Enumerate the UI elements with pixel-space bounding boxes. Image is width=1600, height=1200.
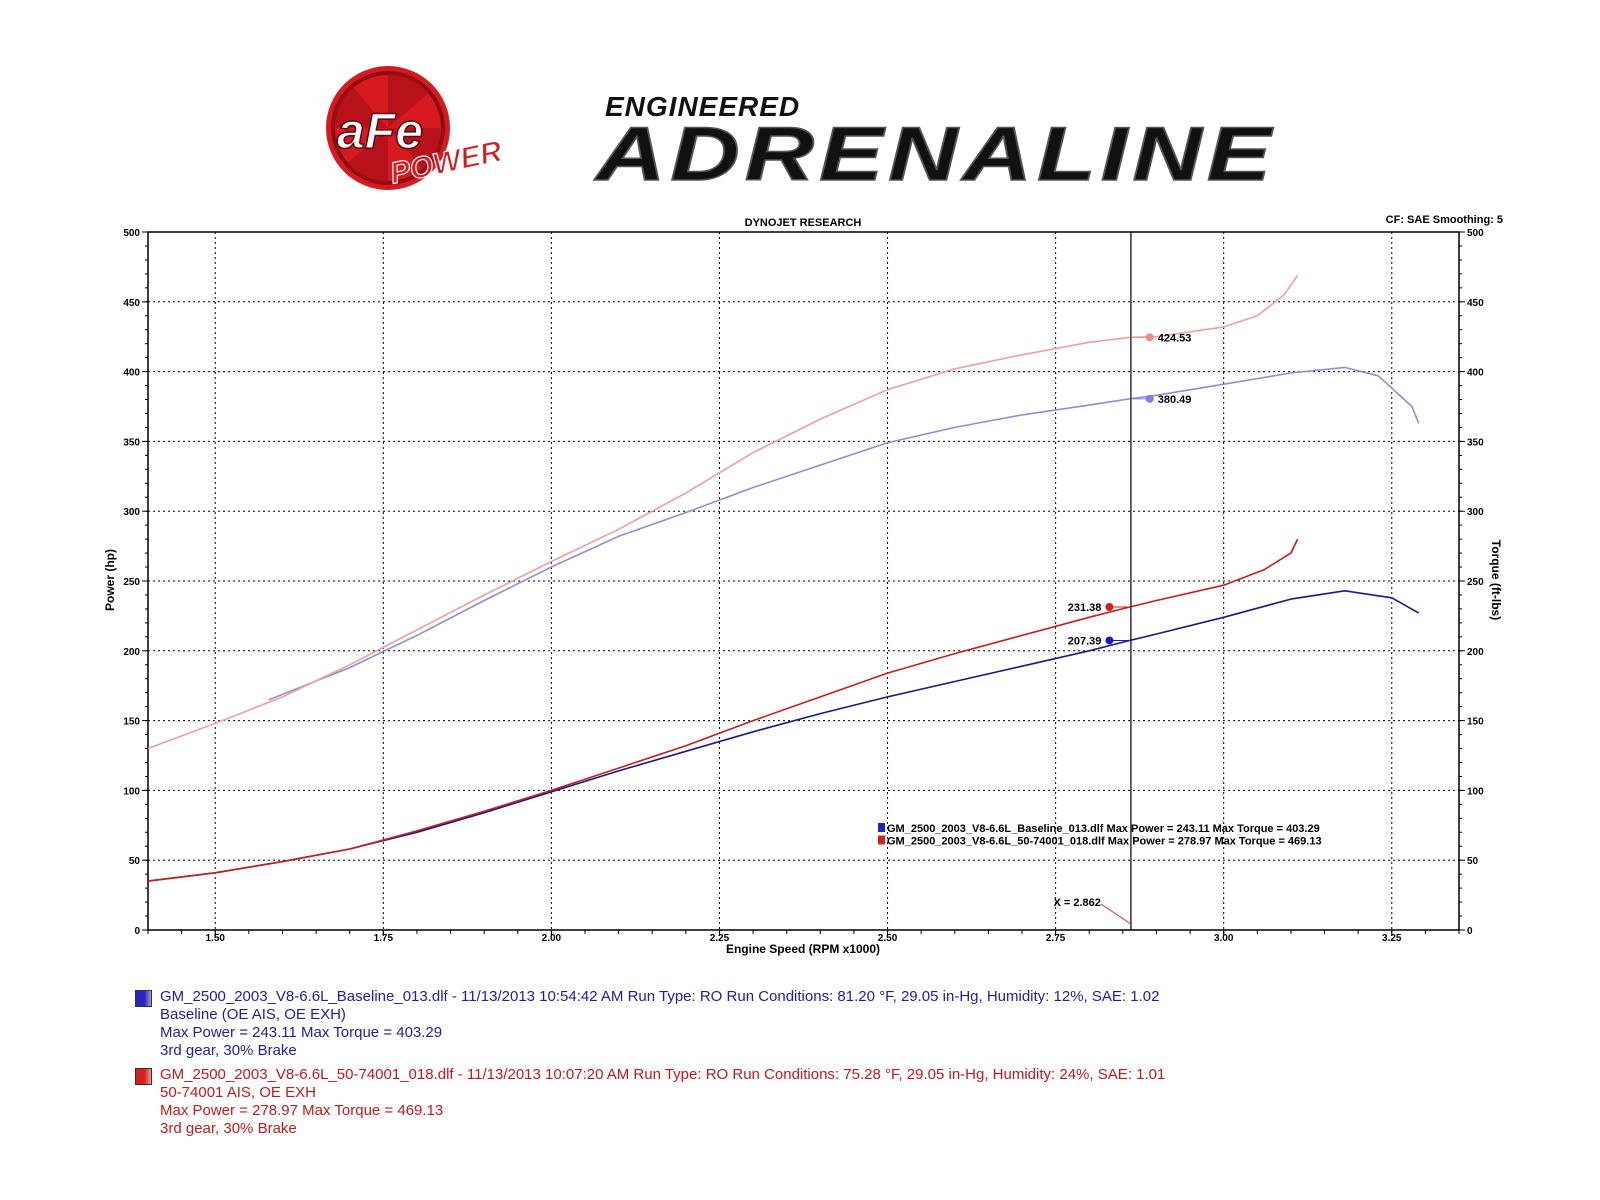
run-50-74001: GM_2500_2003_V8-6.6L_50-74001_018.dlf - … — [135, 1066, 1535, 1138]
inline-legend-text: GM_2500_2003_V8-6.6L_50-74001_018.dlf Ma… — [887, 836, 1322, 848]
y-tick-label: 400 — [123, 368, 140, 379]
run-details: GM_2500_2003_V8-6.6L_Baseline_013.dlf - … — [135, 988, 1535, 1144]
run-header: GM_2500_2003_V8-6.6L_50-74001_018.dlf - … — [160, 1066, 1166, 1083]
run-swatch — [135, 1068, 152, 1085]
tagline-main: ADRENALINE — [593, 112, 1276, 197]
cursor-pointer — [1100, 903, 1132, 925]
tagline-top: ENGINEERED — [605, 91, 800, 122]
grid — [148, 232, 1459, 930]
inline-legend-text: GM_2500_2003_V8-6.6L_Baseline_013.dlf Ma… — [887, 823, 1320, 835]
marker-dot — [1105, 636, 1114, 645]
y2-tick-label: 150 — [1467, 717, 1484, 728]
run-header: GM_2500_2003_V8-6.6L_Baseline_013.dlf - … — [160, 988, 1160, 1005]
logo-text: aFe — [337, 103, 423, 159]
run-description: 50-74001 AIS, OE EXH — [160, 1084, 316, 1101]
marker-dot — [1145, 394, 1154, 403]
marker-label: 231.38 — [1068, 602, 1102, 614]
chart-subtitle: CF: SAE Smoothing: 5 — [1386, 214, 1503, 226]
y2-tick-label: 350 — [1467, 437, 1484, 448]
branding-header: aFe POWER ENGINEERED ADRENALINE — [326, 66, 1276, 198]
y-tick-label: 100 — [123, 786, 140, 797]
y2-tick-label: 200 — [1467, 647, 1484, 658]
run-swatch — [135, 990, 152, 1007]
marker-label: 380.49 — [1158, 394, 1192, 406]
run-gear: 3rd gear, 30% Brake — [160, 1120, 297, 1137]
x-axis-label: Engine Speed (RPM x1000) — [726, 942, 880, 956]
marker-label: 207.39 — [1068, 635, 1102, 647]
y-axis-label: Power (hp) — [103, 549, 117, 611]
inline-legend: GM_2500_2003_V8-6.6L_Baseline_013.dlf Ma… — [878, 823, 1322, 848]
y-axis-ticks: 0 50 100 150 200 250 300 350 400 450 500 — [123, 228, 148, 937]
inline-legend-swatch — [878, 835, 885, 845]
x-axis-ticks: 1.50 1.75 2.00 2.25 2.50 2.75 3.00 3.25 — [205, 930, 1402, 944]
y2-tick-label: 250 — [1467, 577, 1484, 588]
x-tick-label: 2.75 — [1046, 933, 1066, 944]
afe-power-logo: aFe POWER — [326, 66, 506, 191]
engineered-adrenaline-logo: ENGINEERED ADRENALINE — [593, 91, 1276, 198]
y2-tick-label: 0 — [1467, 926, 1473, 937]
torque-curve-run-0 — [268, 366, 1420, 701]
y2-axis-label: Torque (ft-lbs) — [1489, 540, 1503, 620]
run-description: Baseline (OE AIS, OE EXH) — [160, 1006, 346, 1023]
y-tick-label: 150 — [123, 717, 140, 728]
y-tick-label: 50 — [129, 856, 141, 867]
x-tick-label: 1.50 — [205, 933, 225, 944]
y2-tick-label: 300 — [1467, 507, 1484, 518]
y-tick-label: 450 — [123, 298, 140, 309]
y2-tick-label: 450 — [1467, 298, 1484, 309]
series-group — [147, 274, 1420, 882]
cursor: X = 2.862 — [1054, 232, 1132, 930]
run-max-values: Max Power = 243.11 Max Torque = 403.29 — [160, 1024, 443, 1041]
x-tick-label: 3.25 — [1382, 933, 1402, 944]
y-tick-label: 200 — [123, 647, 140, 658]
run-baseline: GM_2500_2003_V8-6.6L_Baseline_013.dlf - … — [135, 988, 1535, 1060]
x-tick-label: 3.00 — [1214, 933, 1234, 944]
y2-tick-label: 400 — [1467, 368, 1484, 379]
power-curve-run-1 — [147, 538, 1299, 882]
y2-tick-label: 100 — [1467, 786, 1484, 797]
chart-title: DYNOJET RESEARCH — [745, 217, 862, 229]
y-tick-label: 350 — [123, 437, 140, 448]
marker-dot — [1105, 602, 1114, 611]
y2-tick-label: 500 — [1467, 228, 1484, 239]
y-tick-label: 500 — [123, 228, 140, 239]
x-tick-label: 2.50 — [878, 933, 898, 944]
marker-label: 424.53 — [1158, 332, 1192, 344]
y2-axis-ticks: 0 50 100 150 200 250 300 350 400 450 500 — [1459, 228, 1484, 937]
y-tick-label: 300 — [123, 507, 140, 518]
y-tick-label: 0 — [134, 926, 140, 937]
x-tick-label: 2.25 — [710, 933, 730, 944]
cursor-label: X = 2.862 — [1054, 897, 1101, 909]
run-gear: 3rd gear, 30% Brake — [160, 1042, 297, 1059]
torque-curve-run-1 — [147, 274, 1299, 750]
y-tick-label: 250 — [123, 577, 140, 588]
value-markers: 424.53 380.49 231.38 207.39 — [1068, 332, 1192, 647]
inline-legend-swatch — [878, 823, 885, 832]
x-tick-label: 1.75 — [374, 933, 394, 944]
y2-tick-label: 50 — [1467, 856, 1479, 867]
marker-dot — [1145, 333, 1154, 342]
run-max-values: Max Power = 278.97 Max Torque = 469.13 — [160, 1102, 444, 1119]
x-tick-label: 2.00 — [542, 933, 562, 944]
